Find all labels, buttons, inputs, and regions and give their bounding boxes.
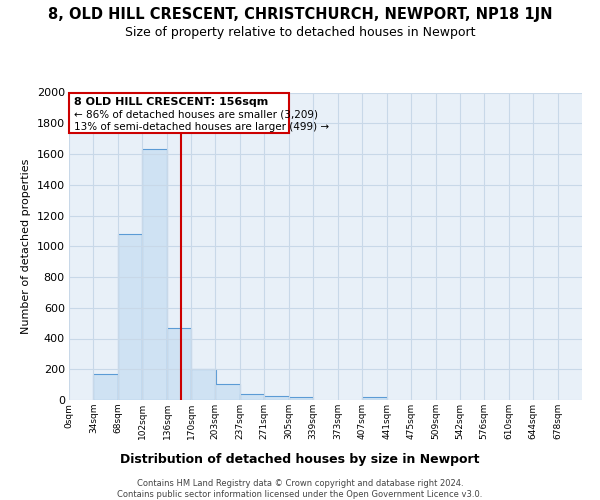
Text: Contains HM Land Registry data © Crown copyright and database right 2024.: Contains HM Land Registry data © Crown c… bbox=[137, 479, 463, 488]
Y-axis label: Number of detached properties: Number of detached properties bbox=[21, 158, 31, 334]
Text: 8 OLD HILL CRESCENT: 156sqm: 8 OLD HILL CRESCENT: 156sqm bbox=[74, 96, 268, 106]
Bar bbox=[362, 397, 387, 400]
Bar bbox=[264, 396, 289, 400]
Bar bbox=[167, 328, 191, 400]
Bar bbox=[215, 384, 240, 400]
Text: 8, OLD HILL CRESCENT, CHRISTCHURCH, NEWPORT, NP18 1JN: 8, OLD HILL CRESCENT, CHRISTCHURCH, NEWP… bbox=[48, 8, 552, 22]
Bar bbox=[118, 234, 142, 400]
Bar bbox=[289, 397, 313, 400]
Text: 13% of semi-detached houses are larger (499) →: 13% of semi-detached houses are larger (… bbox=[74, 122, 329, 132]
Bar bbox=[240, 394, 264, 400]
Text: Contains public sector information licensed under the Open Government Licence v3: Contains public sector information licen… bbox=[118, 490, 482, 499]
Bar bbox=[191, 369, 216, 400]
Bar bbox=[142, 150, 167, 400]
Text: Distribution of detached houses by size in Newport: Distribution of detached houses by size … bbox=[120, 452, 480, 466]
Text: ← 86% of detached houses are smaller (3,209): ← 86% of detached houses are smaller (3,… bbox=[74, 109, 318, 119]
Text: Size of property relative to detached houses in Newport: Size of property relative to detached ho… bbox=[125, 26, 475, 39]
Bar bbox=[94, 374, 118, 400]
